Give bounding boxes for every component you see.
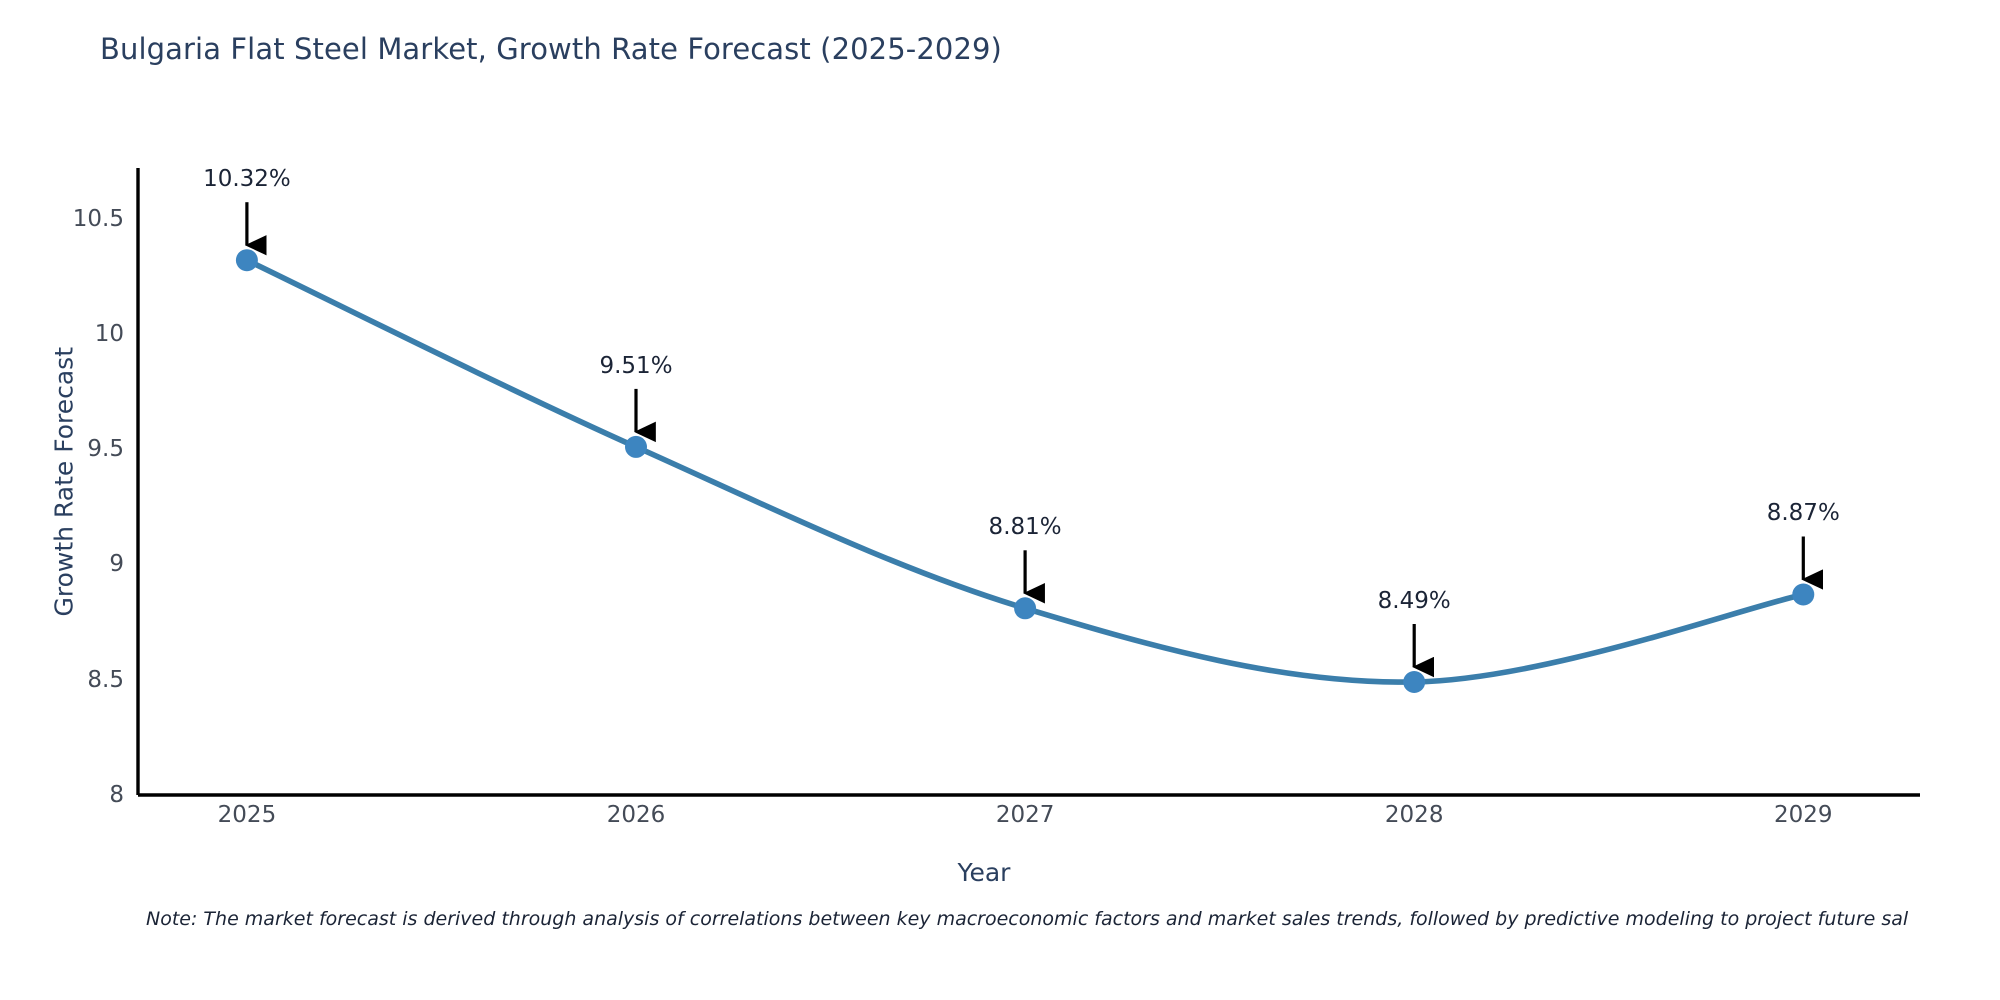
x-axis-title-text: Year	[957, 858, 1011, 887]
x-tick-label: 2029	[1773, 802, 1833, 828]
data-point-marker[interactable]	[235, 249, 258, 272]
y-tick-label: 10.5	[72, 205, 124, 232]
chart-title: Bulgaria Flat Steel Market, Growth Rate …	[100, 32, 1002, 66]
y-tick-label: 9.5	[87, 436, 124, 463]
data-point-label: 8.81%	[988, 514, 1062, 541]
x-axis-title: Year	[0, 858, 2000, 887]
y-tick-label: 10	[94, 320, 124, 347]
x-tick-label: 2027	[995, 802, 1055, 828]
x-tick-label: 2025	[217, 802, 277, 828]
chart-footnote: Note: The market forecast is derived thr…	[146, 908, 1909, 930]
data-point-label: 8.87%	[1766, 500, 1840, 527]
y-tick-label: 9	[109, 551, 124, 578]
point-annotations	[244, 202, 1824, 678]
axis-lines	[136, 168, 1920, 797]
data-point-label: 10.32%	[203, 166, 291, 193]
data-point-marker[interactable]	[625, 435, 647, 458]
data-point-marker[interactable]	[1403, 671, 1426, 693]
data-point-label: 8.49%	[1377, 588, 1451, 615]
data-point-marker[interactable]	[1792, 583, 1815, 606]
data-point-label: 9.51%	[599, 352, 673, 379]
y-tick-label: 8.5	[87, 666, 124, 693]
data-point-marker[interactable]	[1014, 597, 1037, 620]
data-point-markers	[235, 249, 1815, 693]
x-tick-label: 2026	[606, 802, 666, 828]
x-tick-label: 2028	[1384, 802, 1444, 828]
y-tick-label: 8	[109, 782, 124, 808]
